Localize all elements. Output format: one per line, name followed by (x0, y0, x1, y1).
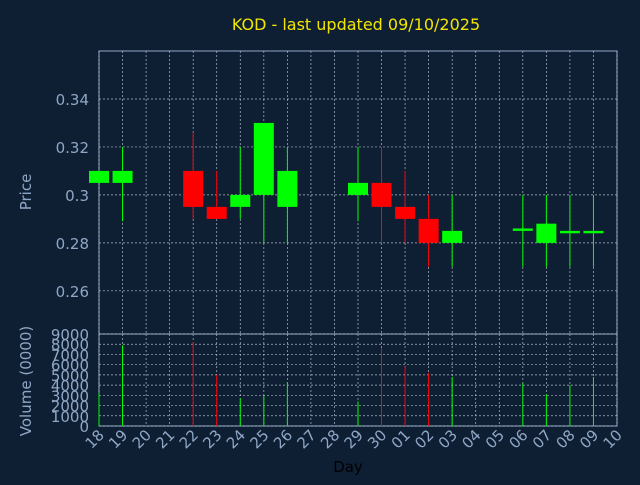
candle-body (348, 182, 368, 195)
x-tick-label: 09 (576, 426, 602, 452)
x-tick-label: 04 (458, 426, 484, 452)
candle (89, 170, 109, 183)
volume-tick-label: 2000 (51, 398, 89, 416)
candle-body (371, 182, 392, 207)
price-axis-label: Price (17, 174, 35, 211)
x-tick-label: 01 (388, 426, 414, 452)
volume-tick-label: 5000 (51, 367, 89, 385)
candle-body (89, 170, 109, 183)
candle (583, 194, 604, 267)
candle (442, 194, 463, 267)
volume-tick-label: 8000 (51, 336, 89, 354)
x-tick-label: 27 (294, 426, 320, 452)
candle (277, 146, 298, 243)
volume-tick-label: 4000 (51, 377, 89, 395)
candle-body (183, 170, 204, 207)
candle-body (253, 122, 274, 195)
candle (371, 146, 392, 243)
price-tick-label: 0.34 (56, 91, 89, 109)
x-axis-label: Day (333, 458, 363, 476)
x-tick-label: 22 (176, 426, 202, 452)
price-tick-label: 0.28 (56, 235, 89, 253)
volume-tick-label: 0 (79, 418, 89, 436)
x-tick-label: 26 (270, 426, 296, 452)
candle (512, 194, 533, 267)
candle (418, 194, 439, 267)
candle (112, 146, 133, 222)
chart-title: KOD - last updated 09/10/2025 (232, 15, 480, 34)
x-tick-label: 05 (482, 426, 508, 452)
x-tick-label: 07 (529, 426, 555, 452)
volume-tick-label: 6000 (51, 357, 89, 375)
volume-tick-label: 7000 (51, 346, 89, 364)
x-tick-label: 08 (553, 426, 579, 452)
x-tick-label: 30 (364, 426, 390, 452)
candles (89, 122, 604, 267)
x-tick-label: 28 (317, 426, 343, 452)
candle-body (112, 170, 133, 183)
x-tick-label: 24 (223, 426, 249, 452)
x-tick-labels: 1819202122232425262728293001020304050607… (82, 426, 626, 452)
x-tick-label: 20 (129, 426, 155, 452)
candle (348, 146, 368, 222)
x-tick-label: 10 (600, 426, 626, 452)
candle-body (512, 228, 533, 231)
candle-body (536, 223, 557, 243)
candle (559, 194, 580, 267)
candle-body (559, 230, 580, 234)
x-tick-label: 25 (246, 426, 272, 452)
candle-body (230, 194, 251, 207)
price-tick-label: 0.3 (65, 187, 89, 205)
x-tick-label: 02 (411, 426, 437, 452)
x-tick-label: 03 (435, 426, 461, 452)
x-tick-label: 21 (152, 426, 178, 452)
volume-tick-label: 3000 (51, 387, 89, 405)
price-tick-label: 0.26 (56, 283, 89, 301)
x-tick-label: 06 (505, 426, 531, 452)
volume-axis-label: Volume (0000) (17, 326, 35, 436)
volume-bars (98, 342, 594, 426)
candle-body (395, 206, 416, 219)
candle-body (583, 230, 604, 234)
candle (253, 122, 274, 243)
candle-body (418, 218, 439, 243)
candle (395, 170, 416, 243)
candle (206, 170, 227, 219)
candle-body (442, 230, 463, 243)
volume-tick-label: 1000 (51, 408, 89, 426)
volume-tick-label: 9000 (51, 326, 89, 344)
x-tick-label: 23 (199, 426, 225, 452)
x-tick-label: 29 (341, 426, 367, 452)
candle (183, 132, 204, 219)
candle (536, 194, 557, 267)
price-tick-label: 0.32 (56, 139, 89, 157)
x-tick-label: 19 (105, 426, 131, 452)
candle (230, 146, 251, 219)
price-tick-labels: 0.26 0.28 0.3 0.32 0.34 (56, 91, 89, 301)
candle-body (206, 206, 227, 219)
candle-body (277, 170, 298, 207)
